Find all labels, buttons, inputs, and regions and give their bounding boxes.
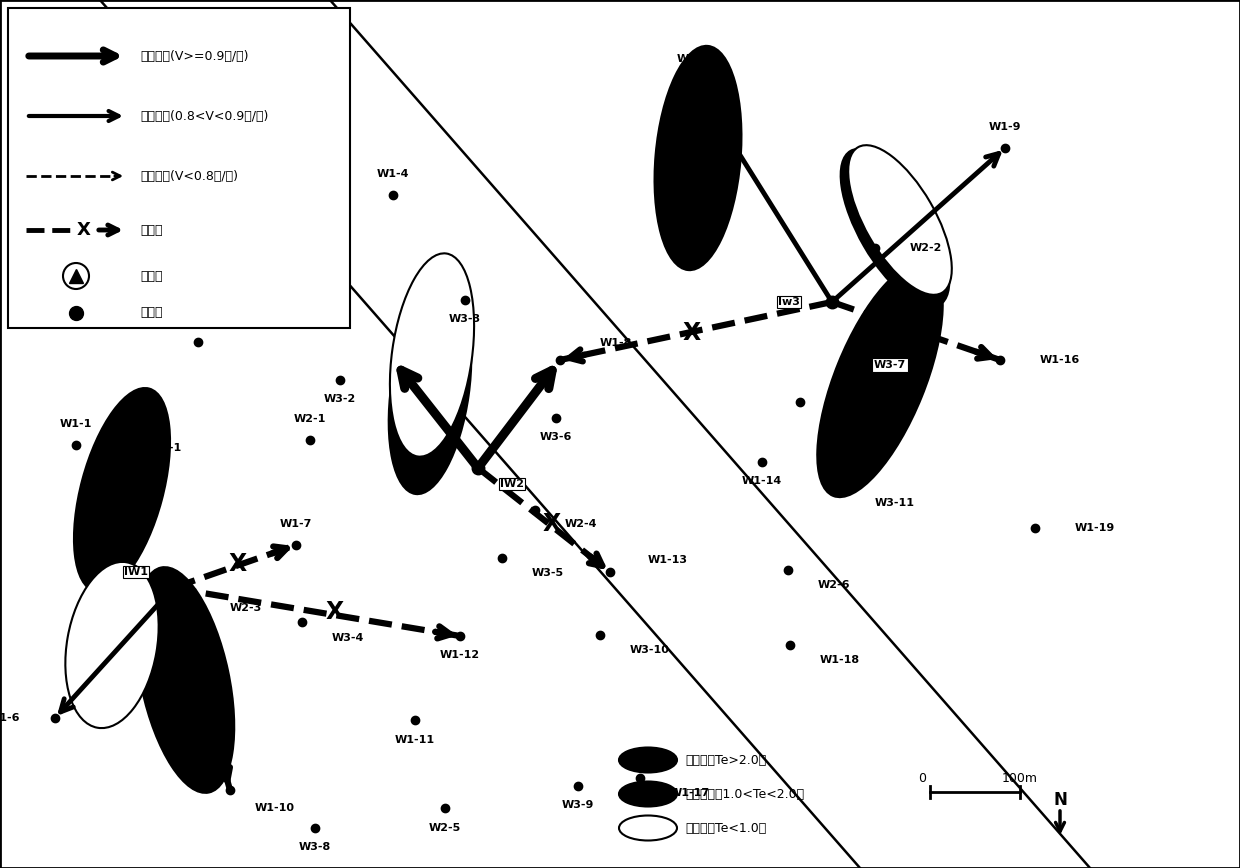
Text: 低速见剂(V<0.8米/天): 低速见剂(V<0.8米/天) xyxy=(140,169,238,182)
Text: W1-2: W1-2 xyxy=(182,316,215,326)
Text: 弱连通（Te<1.0）: 弱连通（Te<1.0） xyxy=(684,821,766,834)
Text: W3-7: W3-7 xyxy=(874,360,906,370)
Text: W1-12: W1-12 xyxy=(440,650,480,660)
FancyBboxPatch shape xyxy=(7,8,350,328)
Text: W3-10: W3-10 xyxy=(630,645,670,655)
Text: W1-9: W1-9 xyxy=(988,122,1022,132)
Text: W1-7: W1-7 xyxy=(280,519,312,529)
Text: W1-3: W1-3 xyxy=(255,254,288,264)
Text: IW1: IW1 xyxy=(124,567,148,577)
Text: IW2: IW2 xyxy=(500,479,525,489)
Ellipse shape xyxy=(817,263,942,497)
Text: 强连通（Te>2.0）: 强连通（Te>2.0） xyxy=(684,753,766,766)
Text: 高速见剂(V>=0.9米/天): 高速见剂(V>=0.9米/天) xyxy=(140,49,248,62)
Ellipse shape xyxy=(135,567,234,792)
Text: 中速见剂(0.8<V<0.9米/天): 中速见剂(0.8<V<0.9米/天) xyxy=(140,109,268,122)
Text: N: N xyxy=(1053,791,1066,809)
Text: W3-8: W3-8 xyxy=(299,842,331,852)
Text: W3-5: W3-5 xyxy=(532,568,564,578)
Text: 监测井: 监测井 xyxy=(140,306,162,319)
Text: W1-16: W1-16 xyxy=(1040,355,1080,365)
Text: Iw3: Iw3 xyxy=(779,297,800,307)
Ellipse shape xyxy=(848,145,952,295)
Text: W3-3: W3-3 xyxy=(449,314,481,324)
Text: W1-15: W1-15 xyxy=(830,411,870,421)
Text: W1-4: W1-4 xyxy=(377,169,409,179)
Text: W3-4: W3-4 xyxy=(332,633,365,643)
Text: W2-4: W2-4 xyxy=(565,519,598,529)
Text: W3-1: W3-1 xyxy=(150,443,182,453)
Text: W1-17: W1-17 xyxy=(670,788,711,798)
Text: 100m: 100m xyxy=(1002,772,1038,785)
Text: W1-19: W1-19 xyxy=(1075,523,1115,533)
Ellipse shape xyxy=(389,253,474,457)
Text: W1-8: W1-8 xyxy=(600,338,632,348)
Text: W1-14: W1-14 xyxy=(742,476,782,486)
Text: W1-18: W1-18 xyxy=(820,655,861,665)
Text: W1-11: W1-11 xyxy=(394,735,435,745)
Text: 中等连通（1.0<Te<2.0）: 中等连通（1.0<Te<2.0） xyxy=(684,787,804,800)
Text: W2-5: W2-5 xyxy=(429,823,461,833)
Ellipse shape xyxy=(66,562,159,728)
Text: W2-6: W2-6 xyxy=(818,580,851,590)
Text: W1-1: W1-1 xyxy=(60,419,92,429)
Text: 0: 0 xyxy=(918,772,926,785)
Text: X: X xyxy=(229,552,247,576)
Text: W2-1: W2-1 xyxy=(294,414,326,424)
Text: X: X xyxy=(326,600,345,624)
Text: W2-2: W2-2 xyxy=(910,243,942,253)
Ellipse shape xyxy=(388,286,471,494)
Text: 不见剂: 不见剂 xyxy=(140,223,162,236)
Ellipse shape xyxy=(655,46,742,270)
Text: W2-3: W2-3 xyxy=(229,603,262,613)
Ellipse shape xyxy=(619,747,677,773)
Text: W3-11: W3-11 xyxy=(875,498,915,508)
Text: W1-13: W1-13 xyxy=(649,555,688,565)
Text: W3-9: W3-9 xyxy=(562,800,594,810)
Text: 注剂井: 注剂井 xyxy=(140,269,162,282)
Ellipse shape xyxy=(841,148,950,307)
Text: X: X xyxy=(683,321,701,345)
Ellipse shape xyxy=(74,388,170,592)
Text: W1-6: W1-6 xyxy=(0,713,20,723)
Text: X: X xyxy=(191,678,210,702)
Text: X: X xyxy=(77,221,91,239)
Ellipse shape xyxy=(619,781,677,806)
Text: X: X xyxy=(543,512,562,536)
Ellipse shape xyxy=(619,816,677,840)
Text: W1-5: W1-5 xyxy=(677,54,709,64)
Text: W3-6: W3-6 xyxy=(539,432,572,442)
Text: W1-10: W1-10 xyxy=(255,803,295,813)
Text: W3-2: W3-2 xyxy=(324,394,356,404)
